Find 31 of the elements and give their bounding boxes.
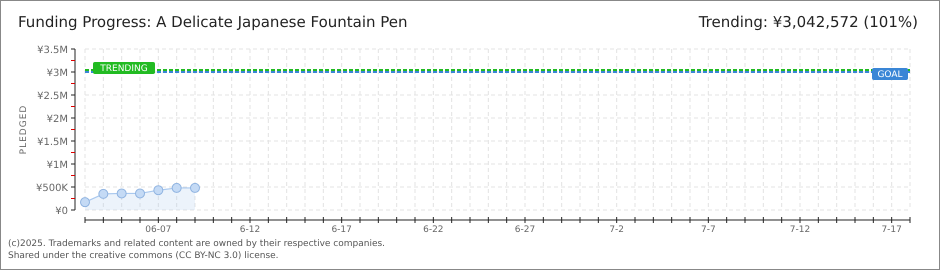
x-tick-label: 6-12 <box>240 225 260 235</box>
point <box>153 185 164 196</box>
point <box>98 188 108 199</box>
y-tick-label: ¥500K <box>36 183 68 194</box>
x-tick-label: 6-17 <box>331 225 352 235</box>
text: Shared under the creative commons (CC BY-NC 3.0) license. <box>8 251 279 261</box>
point <box>116 188 127 198</box>
x-tick-label: 7-2 <box>609 225 624 235</box>
point <box>135 188 145 198</box>
chart-subtitle: Trending: ¥3,042,572 (101%) <box>698 13 918 31</box>
y-tick-label: ¥2.5M <box>37 91 68 102</box>
text: (c)2025. Trademarks and related content are owned by their respective companies. <box>8 239 386 249</box>
point <box>172 182 182 193</box>
x-tick-label: 7-17 <box>881 225 902 235</box>
x-tick-label: 6-27 <box>514 225 536 235</box>
y-axis-title: PLEDGED <box>19 104 29 154</box>
x-tick-label: 6-22 <box>423 225 444 235</box>
x-tick-label: 7-7 <box>700 225 716 235</box>
y-tick-label: ¥3.5M <box>37 45 68 56</box>
point <box>80 197 90 208</box>
y-tick-label: ¥1.5M <box>37 137 68 148</box>
ref-line-label: TRENDING <box>99 64 148 74</box>
x-tick-label: 06-07 <box>145 225 172 235</box>
y-tick-label: ¥3M <box>46 68 68 79</box>
y-tick-label: ¥1M <box>46 160 68 171</box>
ref-line-label: GOAL <box>877 70 903 80</box>
x-tick-label: 7-12 <box>790 225 810 235</box>
chart-title: Funding Progress: A Delicate Japanese Fountain Pen <box>18 13 408 31</box>
y-tick-label: ¥0 <box>55 206 68 217</box>
y-tick-label: ¥2M <box>46 114 68 125</box>
point <box>190 182 200 193</box>
